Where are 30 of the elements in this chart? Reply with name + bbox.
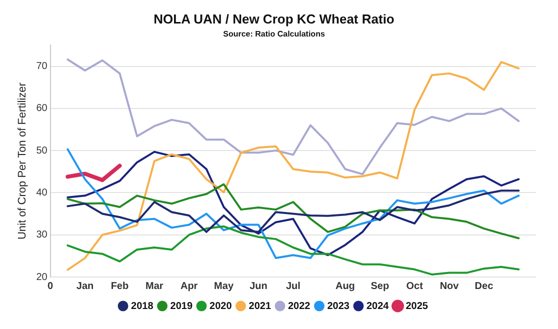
y-tick-label: 60 — [36, 103, 48, 114]
x-tick-label: Dec — [474, 280, 494, 292]
x-tick-label: Sep — [370, 280, 390, 292]
x-tick-label: Feb — [110, 280, 129, 292]
y-axis-title: Unit of Crop Per Ton of Fertilizer — [16, 82, 29, 240]
x-tick-label: Jul — [286, 280, 301, 292]
x-tick-label: Nov — [440, 280, 460, 292]
chart-title: NOLA UAN / New Crop KC Wheat Ratio — [154, 11, 394, 26]
x-tick-label: Jan — [76, 280, 94, 292]
y-tick-label: 20 — [36, 272, 48, 283]
x-tick-label: May — [214, 280, 234, 292]
x-tick-label: Oct — [406, 280, 424, 292]
y-tick-label: 40 — [36, 187, 48, 198]
x-tick-label: Apr — [180, 280, 198, 292]
chart-subtitle: Source: Ratio Calculations — [223, 30, 326, 39]
legend-label: 2020 — [210, 300, 232, 312]
legend-label: 2018 — [131, 300, 154, 312]
y-tick-label: 30 — [36, 230, 48, 241]
x-tick-label: Aug — [335, 280, 355, 292]
x-tick-label: Mar — [146, 280, 164, 292]
legend-label: 2021 — [248, 300, 272, 312]
legend-label: 2025 — [406, 300, 428, 312]
legend-label: 2023 — [327, 300, 350, 312]
x-tick-label: Jun — [250, 280, 268, 292]
legend-label: 2019 — [170, 300, 193, 312]
legend-label: 2022 — [288, 300, 311, 312]
legend-label: 2024 — [366, 300, 390, 312]
x-tick-label: 0 — [48, 280, 54, 292]
y-tick-label: 50 — [36, 145, 48, 156]
y-tick-label: 70 — [36, 61, 48, 72]
